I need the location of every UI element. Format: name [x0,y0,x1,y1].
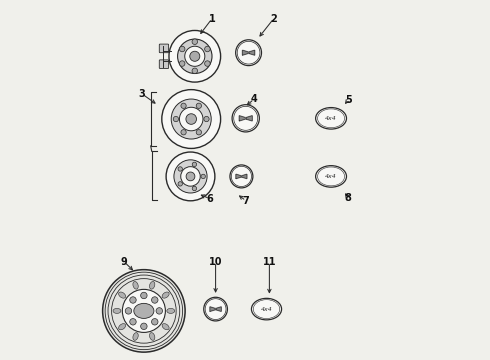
Text: 4x4: 4x4 [261,307,272,312]
Text: 4: 4 [250,94,257,104]
Text: 11: 11 [263,257,276,267]
Ellipse shape [316,166,346,187]
Polygon shape [249,50,255,55]
Circle shape [201,174,205,179]
Ellipse shape [162,292,169,298]
Ellipse shape [251,298,282,320]
Polygon shape [242,174,247,179]
Circle shape [178,182,182,186]
Polygon shape [239,116,245,121]
Circle shape [181,103,186,108]
Circle shape [125,308,132,314]
Text: 4x4: 4x4 [325,116,337,121]
Circle shape [192,162,196,167]
Circle shape [230,165,253,188]
Circle shape [178,167,182,171]
Circle shape [156,308,163,314]
Text: 6: 6 [206,194,213,204]
Circle shape [141,292,147,299]
Polygon shape [243,50,248,55]
Text: 1: 1 [209,14,216,24]
Circle shape [185,46,205,66]
Circle shape [186,114,196,124]
Circle shape [162,90,220,148]
Circle shape [179,46,185,52]
Polygon shape [216,307,221,311]
Circle shape [130,319,136,325]
Circle shape [151,297,158,303]
Circle shape [192,39,197,45]
Circle shape [205,46,210,52]
Circle shape [192,186,196,191]
Ellipse shape [167,309,175,314]
Circle shape [102,270,185,352]
Polygon shape [246,116,252,121]
Circle shape [232,105,259,132]
Circle shape [205,61,210,66]
Ellipse shape [133,333,138,340]
Ellipse shape [149,282,155,289]
Text: 7: 7 [243,196,249,206]
Ellipse shape [149,333,155,340]
Circle shape [171,99,211,139]
Text: 4x4: 4x4 [325,174,337,179]
Circle shape [236,40,262,66]
Circle shape [130,297,136,303]
Circle shape [151,319,158,325]
FancyBboxPatch shape [159,44,169,53]
Circle shape [192,68,197,73]
Text: 10: 10 [209,257,222,267]
Circle shape [166,152,215,201]
Ellipse shape [133,282,138,289]
Ellipse shape [134,303,154,319]
Ellipse shape [316,108,346,129]
Circle shape [204,116,209,122]
Circle shape [181,167,200,186]
Circle shape [141,323,147,329]
Circle shape [190,51,200,61]
Polygon shape [236,174,241,179]
Circle shape [186,172,195,181]
FancyBboxPatch shape [159,60,169,68]
Ellipse shape [162,324,169,330]
Ellipse shape [113,309,121,314]
Polygon shape [210,307,215,311]
Circle shape [174,160,207,193]
Circle shape [179,107,203,131]
Text: 9: 9 [121,257,127,267]
Circle shape [177,39,212,73]
Text: 3: 3 [139,89,146,99]
Circle shape [179,61,185,66]
Text: 5: 5 [345,95,352,105]
Circle shape [196,103,201,108]
Ellipse shape [119,292,125,298]
Ellipse shape [119,324,125,330]
Circle shape [169,31,220,82]
Circle shape [181,130,186,135]
Circle shape [122,289,166,332]
Circle shape [196,130,201,135]
Text: 2: 2 [270,14,277,24]
Circle shape [173,116,178,122]
Text: 8: 8 [345,193,352,203]
Circle shape [204,297,227,321]
